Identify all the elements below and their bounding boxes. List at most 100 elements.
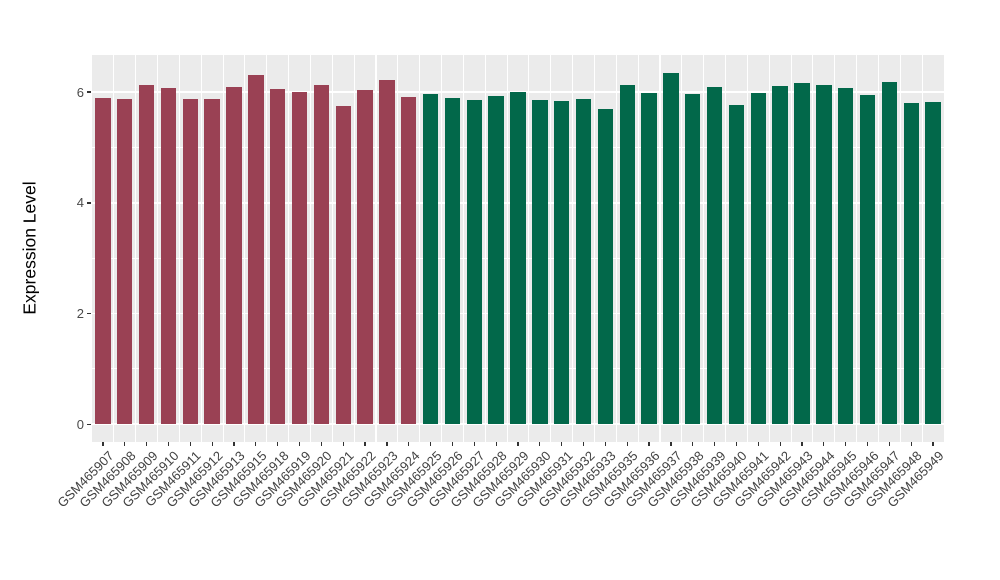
- y-tick-4: [87, 202, 91, 204]
- gridline-x-boundary-8: [266, 55, 268, 442]
- bar-GSM465926: [444, 98, 461, 425]
- x-tick-GSM465936: [648, 442, 650, 446]
- bar-GSM465912: [204, 98, 220, 425]
- gridline-x-boundary-37: [899, 55, 901, 442]
- x-tick-GSM465929: [517, 442, 519, 446]
- bar-GSM465925: [422, 93, 439, 425]
- gridline-x-boundary-1: [113, 55, 115, 442]
- bar-GSM465923: [379, 80, 395, 425]
- gridline-x-boundary-14: [397, 55, 399, 442]
- bar-GSM465911: [182, 99, 198, 425]
- x-tick-GSM465911: [189, 442, 191, 446]
- gridline-x-boundary-10: [309, 55, 311, 442]
- bar-GSM465921: [335, 105, 351, 425]
- x-tick-GSM465943: [801, 442, 803, 446]
- x-tick-GSM465937: [670, 442, 672, 446]
- x-tick-GSM465935: [626, 442, 628, 446]
- x-tick-GSM465909: [146, 442, 148, 446]
- x-tick-GSM465920: [320, 442, 322, 446]
- x-tick-GSM465948: [910, 442, 912, 446]
- bar-GSM465942: [772, 86, 788, 425]
- gridline-x-boundary-18: [484, 55, 486, 442]
- bar-GSM465941: [750, 92, 766, 425]
- bar-GSM465932: [575, 99, 592, 425]
- bar-GSM465931: [553, 100, 570, 425]
- plot-panel: [92, 55, 944, 442]
- gridline-x-boundary-33: [812, 55, 814, 442]
- x-tick-GSM465913: [233, 442, 235, 446]
- x-tick-GSM465910: [167, 442, 170, 446]
- bar-GSM465922: [357, 90, 373, 425]
- bar-GSM465933: [597, 108, 614, 425]
- x-tick-GSM465940: [735, 442, 738, 446]
- gridline-x-boundary-30: [746, 55, 748, 442]
- x-tick-GSM465925: [430, 442, 432, 446]
- gridline-x-boundary-27: [681, 55, 683, 442]
- bar-GSM465935: [619, 84, 635, 425]
- gridline-x-boundary-7: [244, 55, 246, 442]
- bar-GSM465920: [313, 84, 330, 425]
- gridline-x-boundary-3: [156, 55, 159, 442]
- gridline-x-boundary-28: [703, 55, 705, 442]
- x-tick-GSM465946: [866, 442, 869, 446]
- y-axis-title: Expression Level: [19, 181, 40, 315]
- gridline-x-boundary-32: [790, 55, 792, 442]
- gridline-x-boundary-25: [637, 55, 639, 442]
- x-tick-GSM465941: [757, 442, 759, 446]
- gridline-x-boundary-15: [419, 55, 421, 442]
- x-tick-GSM465915: [255, 442, 257, 446]
- bar-GSM465908: [117, 99, 133, 425]
- x-tick-GSM465930: [539, 442, 541, 446]
- bar-GSM465945: [837, 87, 854, 425]
- x-tick-GSM465908: [124, 442, 126, 446]
- bar-GSM465949: [925, 102, 941, 425]
- bar-GSM465910: [160, 88, 177, 425]
- gridline-x-boundary-26: [659, 55, 661, 442]
- bar-GSM465928: [488, 95, 504, 425]
- x-tick-GSM465926: [451, 442, 454, 446]
- bar-GSM465907: [95, 97, 111, 425]
- gridline-x-boundary-6: [222, 55, 224, 442]
- bar-GSM465937: [663, 73, 679, 425]
- y-tick-label-6: 6: [76, 84, 84, 100]
- gridline-x-boundary-21: [550, 55, 552, 442]
- x-tick-GSM465919: [298, 442, 301, 446]
- x-tick-GSM465947: [888, 442, 890, 446]
- bar-GSM465943: [794, 83, 810, 425]
- gridline-x-boundary-11: [331, 55, 333, 442]
- bar-GSM465913: [226, 87, 242, 425]
- gridline-x-boundary-35: [856, 55, 858, 442]
- x-tick-GSM465923: [386, 442, 388, 446]
- bar-GSM465939: [706, 87, 723, 425]
- x-tick-GSM465907: [102, 442, 104, 446]
- x-tick-GSM465938: [692, 442, 694, 446]
- gridline-x-boundary-38: [921, 55, 923, 442]
- x-tick-GSM465918: [277, 442, 279, 446]
- x-tick-GSM465922: [364, 442, 366, 446]
- gridline-x-boundary-34: [834, 55, 836, 442]
- y-tick-label-2: 2: [76, 306, 84, 322]
- gridline-x-boundary-24: [615, 55, 617, 442]
- x-tick-GSM465927: [473, 442, 475, 446]
- gridline-x-boundary-9: [288, 55, 290, 442]
- gridline-x-boundary-19: [506, 55, 508, 442]
- gridline-x-boundary-22: [572, 55, 574, 442]
- x-tick-GSM465931: [561, 442, 563, 446]
- bar-GSM465924: [401, 97, 417, 425]
- x-tick-GSM465921: [342, 442, 344, 446]
- x-tick-GSM465912: [211, 442, 213, 446]
- bar-GSM465918: [269, 88, 286, 425]
- bar-GSM465909: [138, 84, 155, 425]
- x-tick-GSM465944: [823, 442, 825, 446]
- gridline-x-boundary-5: [200, 55, 202, 442]
- bar-GSM465929: [510, 92, 526, 425]
- x-tick-GSM465949: [932, 442, 934, 446]
- x-tick-GSM465932: [582, 442, 585, 446]
- bar-GSM465938: [685, 93, 701, 425]
- x-tick-GSM465942: [779, 442, 781, 446]
- y-tick-0: [87, 423, 91, 426]
- y-tick-6: [87, 91, 91, 93]
- bar-GSM465915: [248, 75, 264, 425]
- x-tick-GSM465939: [714, 442, 716, 446]
